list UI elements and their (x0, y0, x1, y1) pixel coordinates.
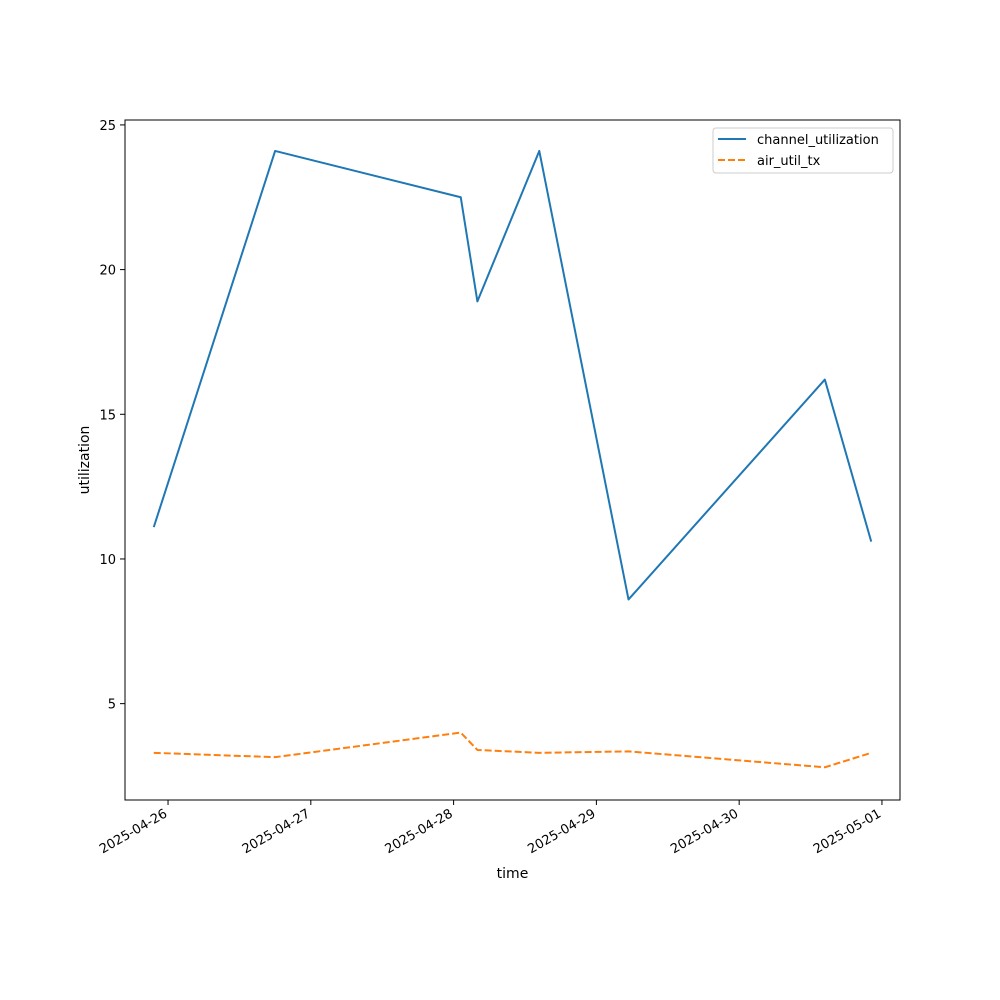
x-axis-label: time (497, 866, 529, 882)
y-tick-label: 5 (108, 698, 116, 713)
series-layer (152, 149, 873, 769)
y-tick-label: 20 (99, 264, 116, 279)
legend-box (712, 127, 894, 174)
series-line-air-util-tx (153, 731, 872, 769)
series-line-channel-utilization (152, 149, 873, 601)
y-axis-label: utilization (77, 426, 93, 495)
legend: channel_utilization air_util_tx (712, 127, 894, 174)
plot-frame (124, 119, 901, 801)
y-tick-label: 10 (99, 553, 116, 568)
y-tick-label: 15 (99, 408, 116, 423)
y-tick-label: 25 (99, 119, 116, 134)
legend-label: channel_utilization (757, 133, 879, 148)
legend-label: air_util_tx (757, 154, 821, 169)
y-axis: 5 10 15 20 25 (99, 119, 125, 713)
